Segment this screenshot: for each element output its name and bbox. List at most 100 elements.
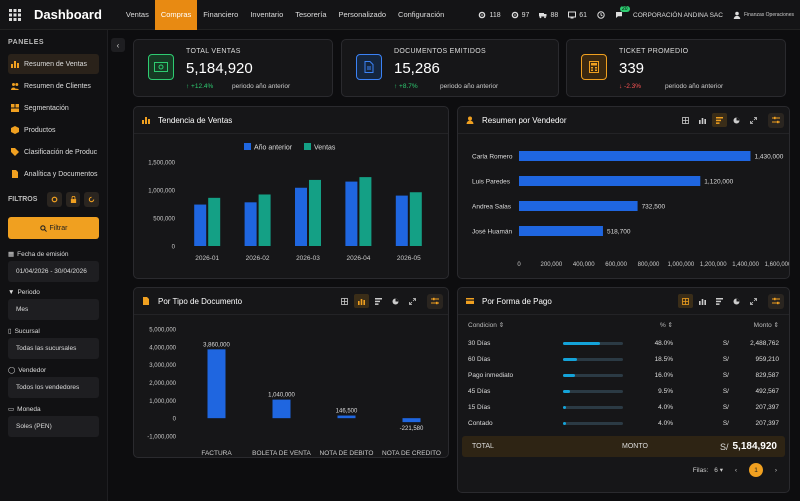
seller-select[interactable]: Todos los vendedores <box>8 377 99 398</box>
x-tick-label: 200,000 <box>541 262 563 268</box>
filter-button[interactable]: Filtrar <box>8 217 99 239</box>
documento-chart: 5,000,000 4,000,000 3,000,000 2,000,000 1,00… <box>147 328 441 458</box>
panel-settings-button[interactable] <box>768 112 784 128</box>
table-view-button[interactable] <box>337 294 352 308</box>
expand-button[interactable] <box>746 113 761 127</box>
panel-documento: Por Tipo de Documento 5,000,000 4,000,000… <box>133 287 449 458</box>
bar <box>207 349 226 419</box>
table-header: Condicion ⇕ % ⇕ Monto ⇕ <box>458 315 789 335</box>
segment-icon <box>11 104 19 112</box>
apps-grid-icon[interactable] <box>0 0 30 30</box>
next-page-button[interactable]: › <box>769 463 783 477</box>
truck-icon <box>539 13 547 19</box>
field-label-text: Sucursal <box>14 327 40 335</box>
col-monto[interactable]: Monto ⇕ <box>753 322 779 329</box>
bar-view-button[interactable] <box>695 294 710 308</box>
branch-label: ▯ Sucursal <box>0 320 107 338</box>
hbar-chart-icon <box>375 297 382 305</box>
hbar-view-button[interactable] <box>712 113 727 127</box>
sidebar-item-segmentacion[interactable]: Segmentación <box>8 98 99 118</box>
period-select[interactable]: Mes <box>8 299 99 320</box>
nav-inventario[interactable]: Inventario <box>250 10 284 19</box>
nav-financiero[interactable]: Financiero <box>203 10 239 19</box>
data-label: 3,860,000 <box>203 342 230 348</box>
stat-value: 61 <box>579 11 588 19</box>
bar <box>258 194 271 246</box>
user-icon <box>733 11 741 19</box>
sliders-icon <box>772 297 780 305</box>
table-row[interactable]: 15 Días 4.0% S/207,397 <box>458 399 789 415</box>
total-col: MONTO <box>622 443 648 450</box>
stat-gear-2[interactable]: 97 <box>511 11 529 19</box>
page-button-current[interactable]: 1 <box>749 463 763 477</box>
nav-configuracion[interactable]: Configuración <box>398 10 445 19</box>
bar-view-button[interactable] <box>354 294 369 308</box>
table-row[interactable]: 45 Días 9.5% S/492,567 <box>458 383 789 399</box>
data-label: -221,580 <box>400 426 424 432</box>
panel-settings-button[interactable] <box>427 293 443 309</box>
branch-select[interactable]: Todas las sucursales <box>8 338 99 359</box>
table-row[interactable]: 30 Días 48.0% S/2,488,762 <box>458 335 789 351</box>
progress-bar <box>563 421 623 425</box>
stat-chat[interactable]: 20 <box>615 6 630 19</box>
table-view-button[interactable] <box>678 294 693 308</box>
prev-page-button[interactable]: ‹ <box>729 463 743 477</box>
stat-clock[interactable] <box>597 11 605 19</box>
table-view-button[interactable] <box>678 113 693 127</box>
progress-fill <box>563 341 601 345</box>
nav-compras[interactable]: Compras <box>154 0 198 30</box>
sidebar-item-resumen-ventas[interactable]: Resumen de Ventas <box>8 54 99 74</box>
collapse-sidebar-button[interactable]: ‹ <box>111 38 125 52</box>
cell-condicion: 45 Días <box>468 387 491 395</box>
user-menu[interactable]: Finanzas Operaciones <box>733 11 794 19</box>
bar <box>402 418 421 423</box>
pie-view-button[interactable] <box>388 294 403 308</box>
nav-ventas[interactable]: Ventas <box>125 10 149 19</box>
nav-personalizado[interactable]: Personalizado <box>338 10 387 19</box>
cell-currency: S/ <box>722 339 729 347</box>
hbar-view-button[interactable] <box>371 294 386 308</box>
stat-display[interactable]: 61 <box>568 11 587 19</box>
filter-settings-button[interactable] <box>47 192 62 207</box>
filter-lock-button[interactable] <box>65 192 81 207</box>
stat-gear-1[interactable]: 118 <box>478 11 501 19</box>
stat-truck[interactable]: 88 <box>539 11 558 19</box>
main-nav: Ventas Compras Financiero Inventario Tes… <box>120 0 450 30</box>
sidebar-item-resumen-clientes[interactable]: Resumen de Clientes <box>8 76 99 96</box>
kpi-title: TICKET PROMEDIO <box>619 48 689 55</box>
col-pct[interactable]: % ⇕ <box>659 322 673 329</box>
company-name[interactable]: CORPORACIÓN ANDINA SAC <box>633 11 723 19</box>
table-row[interactable]: Contado 4.0% S/207,397 <box>458 415 789 431</box>
expand-button[interactable] <box>746 294 761 308</box>
cell-pct: 16.0% <box>654 371 673 379</box>
display-icon <box>568 11 577 19</box>
sidebar-item-clasificacion[interactable]: Clasificación de Produc <box>8 142 99 162</box>
pie-view-button[interactable] <box>729 113 744 127</box>
sidebar-item-analitica[interactable]: Analítica y Documentos <box>8 164 99 184</box>
bar-view-button[interactable] <box>695 113 710 127</box>
panel-header: Tendencia de Ventas <box>134 107 448 134</box>
y-tick-label: 4,000,000 <box>149 345 176 351</box>
nav-tesoreria[interactable]: Tesorería <box>295 10 327 19</box>
pie-view-button[interactable] <box>729 294 744 308</box>
currency-select[interactable]: Soles (PEN) <box>8 416 99 437</box>
sidebar-item-productos[interactable]: Productos <box>8 120 99 140</box>
calendar-icon: ▦ <box>8 251 15 258</box>
progress-fill <box>563 373 576 377</box>
cell-monto: 2,488,762 <box>750 339 779 347</box>
col-condicion[interactable]: Condicion ⇕ <box>468 322 505 329</box>
expand-button[interactable] <box>405 294 420 308</box>
rows-select[interactable]: 6 ▾ <box>714 466 723 474</box>
x-tick-label: 0 <box>517 262 521 268</box>
date-range-field[interactable]: 01/04/2026 - 30/04/2026 <box>8 261 99 282</box>
data-label: 1,120,000 <box>704 179 733 186</box>
panel-title: Por Forma de Pago <box>482 296 552 306</box>
hbar-view-button[interactable] <box>712 294 727 308</box>
field-label-text: Fecha de emisión <box>17 250 69 258</box>
table-row[interactable]: 60 Días 18.5% S/959,210 <box>458 351 789 367</box>
table-row[interactable]: Pago inmediato 16.0% S/829,587 <box>458 367 789 383</box>
progress-bar <box>563 341 623 345</box>
panel-settings-button[interactable] <box>768 293 784 309</box>
cell-condicion: Contado <box>468 419 493 427</box>
filter-reset-button[interactable] <box>84 192 100 207</box>
